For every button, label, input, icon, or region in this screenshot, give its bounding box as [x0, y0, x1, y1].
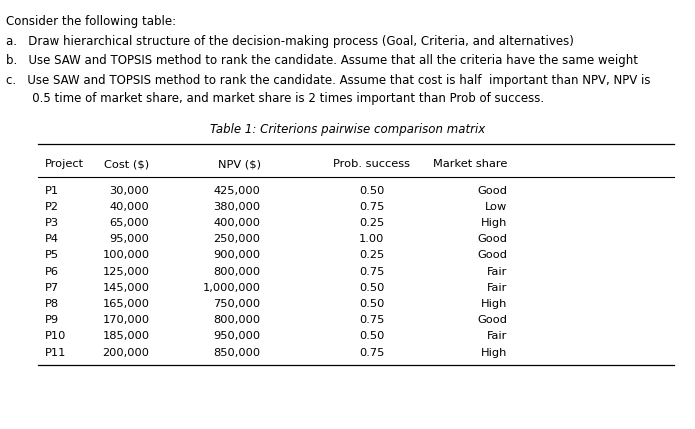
- Text: P3: P3: [45, 218, 59, 228]
- Text: 380,000: 380,000: [213, 202, 261, 212]
- Text: P1: P1: [45, 186, 59, 196]
- Text: NPV ($): NPV ($): [218, 159, 261, 169]
- Text: 0.75: 0.75: [359, 315, 384, 325]
- Text: 1,000,000: 1,000,000: [203, 283, 261, 293]
- Text: High: High: [481, 218, 507, 228]
- Text: Low: Low: [485, 202, 507, 212]
- Text: Market share: Market share: [433, 159, 507, 169]
- Text: 800,000: 800,000: [213, 267, 261, 277]
- Text: P7: P7: [45, 283, 59, 293]
- Text: 185,000: 185,000: [102, 331, 149, 341]
- Text: Cost ($): Cost ($): [104, 159, 149, 169]
- Text: P2: P2: [45, 202, 59, 212]
- Text: P4: P4: [45, 234, 59, 244]
- Text: P8: P8: [45, 299, 59, 309]
- Text: 0.25: 0.25: [359, 251, 384, 260]
- Text: c.   Use SAW and TOPSIS method to rank the candidate. Assume that cost is half  : c. Use SAW and TOPSIS method to rank the…: [6, 73, 650, 87]
- Text: 900,000: 900,000: [213, 251, 261, 260]
- Text: 30,000: 30,000: [110, 186, 149, 196]
- Text: Project: Project: [45, 159, 84, 169]
- Text: a.   Draw hierarchical structure of the decision-making process (Goal, Criteria,: a. Draw hierarchical structure of the de…: [6, 35, 573, 48]
- Text: P5: P5: [45, 251, 59, 260]
- Text: P9: P9: [45, 315, 59, 325]
- Text: Fair: Fair: [487, 331, 507, 341]
- Text: Table 1: Criterions pairwise comparison matrix: Table 1: Criterions pairwise comparison …: [210, 123, 485, 136]
- Text: 0.25: 0.25: [359, 218, 384, 228]
- Text: Fair: Fair: [487, 267, 507, 277]
- Text: Good: Good: [477, 315, 507, 325]
- Text: Consider the following table:: Consider the following table:: [6, 15, 176, 28]
- Text: Fair: Fair: [487, 283, 507, 293]
- Text: 0.5 time of market share, and market share is 2 times important than Prob of suc: 0.5 time of market share, and market sha…: [6, 92, 543, 105]
- Text: 165,000: 165,000: [102, 299, 149, 309]
- Text: 125,000: 125,000: [102, 267, 149, 277]
- Text: 0.75: 0.75: [359, 202, 384, 212]
- Text: 400,000: 400,000: [213, 218, 261, 228]
- Text: 95,000: 95,000: [110, 234, 149, 244]
- Text: High: High: [481, 299, 507, 309]
- Text: 1.00: 1.00: [359, 234, 384, 244]
- Text: 0.50: 0.50: [359, 299, 384, 309]
- Text: 800,000: 800,000: [213, 315, 261, 325]
- Text: 0.75: 0.75: [359, 267, 384, 277]
- Text: 170,000: 170,000: [102, 315, 149, 325]
- Text: 0.50: 0.50: [359, 283, 384, 293]
- Text: 145,000: 145,000: [102, 283, 149, 293]
- Text: 40,000: 40,000: [110, 202, 149, 212]
- Text: b.   Use SAW and TOPSIS method to rank the candidate. Assume that all the criter: b. Use SAW and TOPSIS method to rank the…: [6, 54, 637, 67]
- Text: Good: Good: [477, 186, 507, 196]
- Text: 0.50: 0.50: [359, 186, 384, 196]
- Text: 950,000: 950,000: [213, 331, 261, 341]
- Text: 425,000: 425,000: [214, 186, 261, 196]
- Text: 0.75: 0.75: [359, 347, 384, 357]
- Text: 100,000: 100,000: [102, 251, 149, 260]
- Text: Prob. success: Prob. success: [334, 159, 410, 169]
- Text: 0.50: 0.50: [359, 331, 384, 341]
- Text: 250,000: 250,000: [213, 234, 261, 244]
- Text: Good: Good: [477, 234, 507, 244]
- Text: Good: Good: [477, 251, 507, 260]
- Text: P10: P10: [45, 331, 67, 341]
- Text: 65,000: 65,000: [110, 218, 149, 228]
- Text: P11: P11: [45, 347, 67, 357]
- Text: High: High: [481, 347, 507, 357]
- Text: 200,000: 200,000: [102, 347, 149, 357]
- Text: 750,000: 750,000: [213, 299, 261, 309]
- Text: 850,000: 850,000: [213, 347, 261, 357]
- Text: P6: P6: [45, 267, 59, 277]
